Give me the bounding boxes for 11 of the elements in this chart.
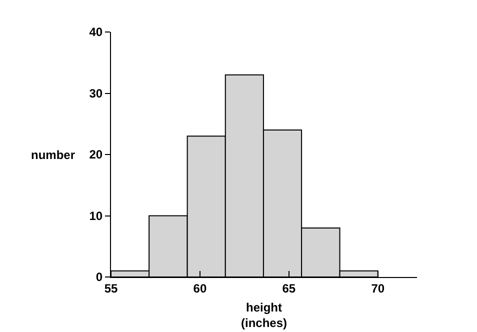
y-axis-title: number (31, 148, 76, 162)
y-tick-label: 30 (89, 86, 103, 100)
x-tick-label: 55 (104, 281, 118, 296)
x-tick-label: 60 (193, 281, 207, 296)
x-tick-label: 65 (282, 281, 296, 296)
x-axis-title: height (inches) (240, 300, 288, 330)
y-tick-label: 20 (89, 148, 103, 162)
y-tick-label: 0 (96, 270, 103, 284)
x-tick-label: 70 (371, 281, 385, 296)
y-tick-label: 10 (89, 208, 103, 223)
y-tick-label: 40 (89, 25, 103, 40)
